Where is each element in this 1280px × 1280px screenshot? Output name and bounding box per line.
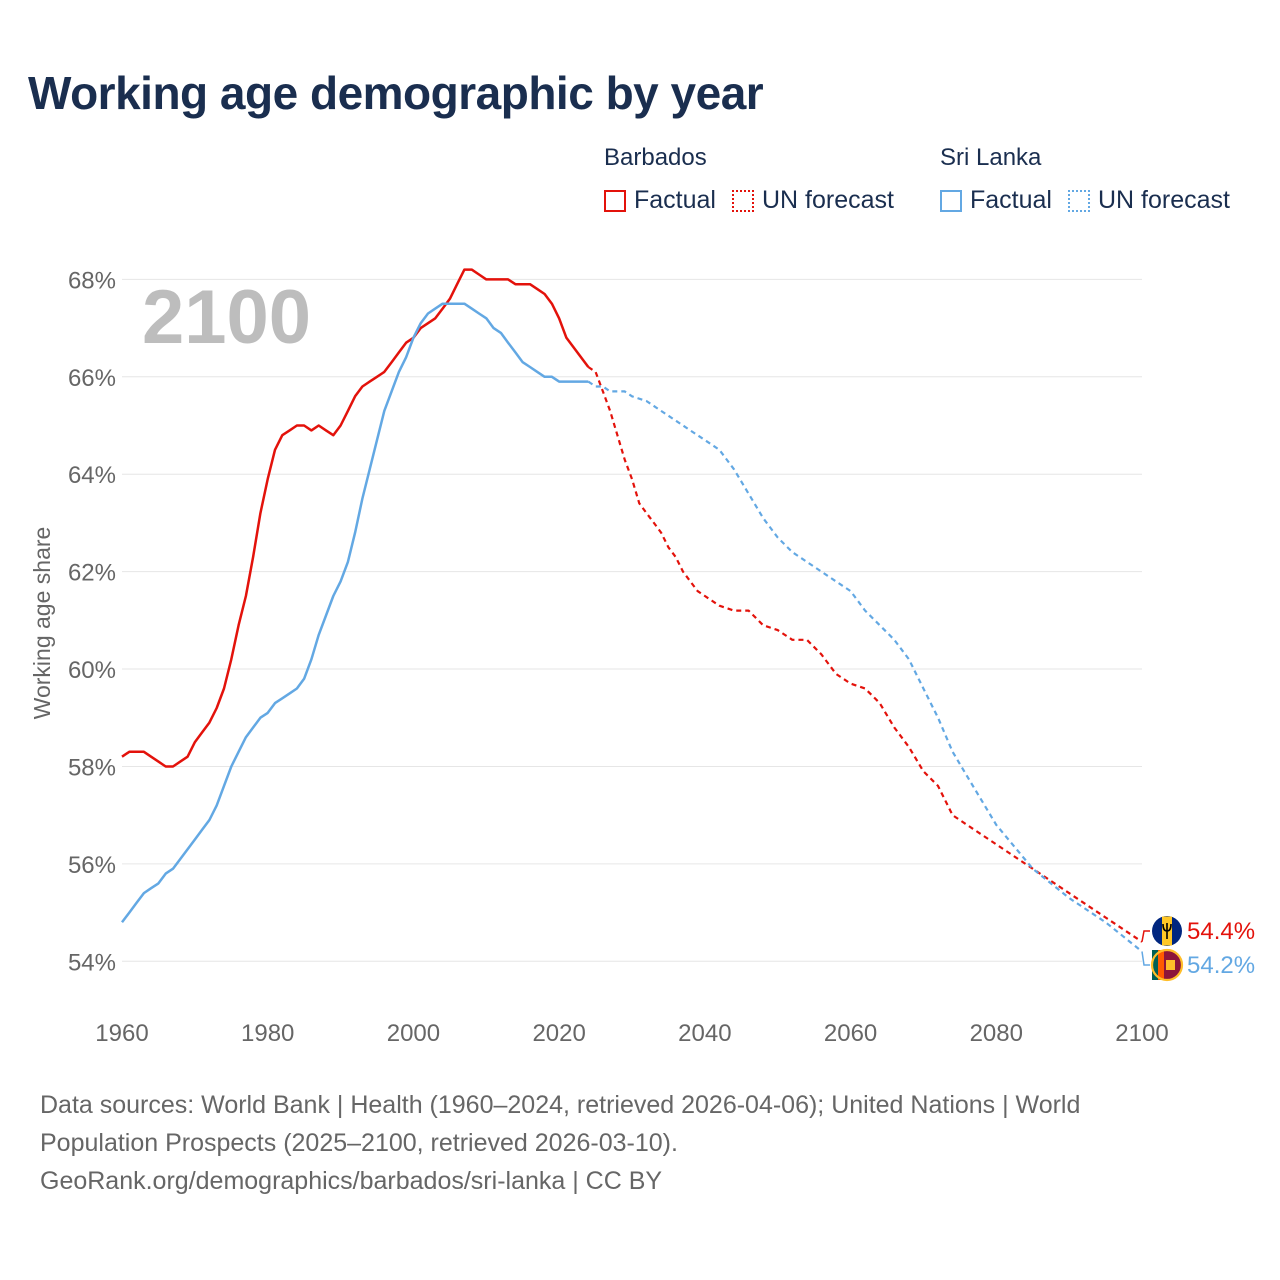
end-labels: 54.4% 54.2%	[1141, 916, 1255, 982]
end-value-label: 54.4%	[1187, 918, 1255, 945]
y-tick-label: 68%	[68, 267, 116, 294]
x-tick-label: 2060	[824, 1020, 877, 1047]
line-chart: 2100 Working age share 54% 56% 58% 60% 62% 64…	[29, 267, 1255, 1047]
y-axis: 54% 56% 58% 60% 62% 64% 66% 68%	[68, 267, 116, 976]
x-axis: 1960 1980 2000 2020 2040 2060 2080 2100	[95, 1020, 1168, 1047]
legend-item-label: UN forecast	[1097, 186, 1230, 214]
legend-item-label: Factual	[634, 186, 716, 214]
series-line-barbados-factual	[121, 268, 590, 768]
y-tick-label: 54%	[68, 949, 116, 976]
gridlines	[122, 278, 1142, 962]
x-tick-label: 2020	[532, 1020, 585, 1047]
end-value-label: 54.2%	[1187, 952, 1255, 979]
series-lines	[121, 268, 1143, 953]
series-line-sri-lanka-factual	[121, 302, 589, 924]
sri-lanka-flag-icon	[1150, 948, 1184, 982]
legend-item-barbados-forecast[interactable]: UN forecast	[731, 186, 894, 215]
legend-group-title: Barbados	[604, 144, 707, 171]
barbados-flag-icon	[1152, 916, 1182, 946]
page-title: Working age demographic by year	[28, 67, 764, 119]
x-tick-label: 2040	[678, 1020, 731, 1047]
legend-sri-lanka: Sri Lanka Factual UN forecast	[940, 144, 1230, 215]
legend-item-sri-lanka-forecast[interactable]: UN forecast	[1067, 186, 1230, 215]
series-line-barbados-forecast	[587, 366, 1143, 943]
legend-group-title: Sri Lanka	[940, 144, 1042, 171]
y-tick-label: 66%	[68, 365, 116, 392]
y-tick-label: 58%	[68, 754, 116, 781]
legend-barbados: Barbados Factual UN forecast	[604, 144, 894, 215]
legend-item-label: Factual	[970, 186, 1052, 214]
end-label-connector	[1141, 951, 1150, 966]
x-tick-label: 2100	[1115, 1020, 1168, 1047]
legend-item-sri-lanka-factual[interactable]: Factual	[940, 186, 1052, 215]
x-tick-label: 1980	[241, 1020, 294, 1047]
dotted-swatch-icon	[1067, 189, 1090, 212]
legend-item-barbados-factual[interactable]: Factual	[604, 186, 716, 215]
x-tick-label: 2000	[387, 1020, 440, 1047]
solid-swatch-icon	[940, 189, 962, 212]
year-watermark: 2100	[142, 275, 311, 360]
dotted-swatch-icon	[731, 189, 754, 212]
end-label-connector	[1141, 930, 1150, 942]
y-tick-label: 64%	[68, 462, 116, 489]
y-axis-label: Working age share	[29, 527, 55, 720]
y-tick-label: 56%	[68, 852, 116, 879]
series-line-sri-lanka-forecast	[587, 380, 1143, 953]
x-tick-label: 1960	[95, 1020, 148, 1047]
footer: Data sources: World Bank | Health (1960–…	[40, 1086, 1190, 1200]
x-tick-label: 2080	[970, 1020, 1023, 1047]
solid-swatch-icon	[604, 189, 626, 212]
y-tick-label: 62%	[68, 560, 116, 587]
source-link[interactable]: GeoRank.org/demographics/barbados/sri-la…	[40, 1167, 663, 1195]
data-sources: Data sources: World Bank | Health (1960–…	[40, 1091, 1081, 1157]
legend-item-label: UN forecast	[761, 186, 894, 214]
y-tick-label: 60%	[68, 657, 116, 684]
